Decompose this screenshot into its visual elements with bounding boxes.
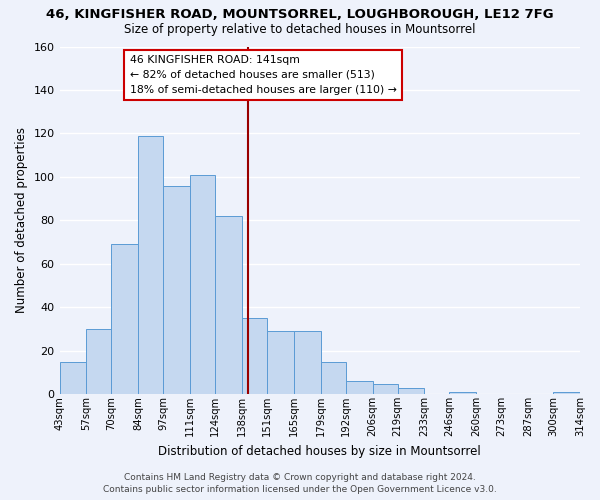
Bar — [215, 216, 242, 394]
Bar — [59, 362, 86, 394]
Bar — [373, 384, 398, 394]
Bar — [321, 362, 346, 394]
Bar — [267, 332, 294, 394]
Bar — [138, 136, 163, 394]
Text: 46, KINGFISHER ROAD, MOUNTSORREL, LOUGHBOROUGH, LE12 7FG: 46, KINGFISHER ROAD, MOUNTSORREL, LOUGHB… — [46, 8, 554, 20]
Bar — [190, 175, 215, 394]
Bar — [163, 186, 190, 394]
Text: 46 KINGFISHER ROAD: 141sqm
← 82% of detached houses are smaller (513)
18% of sem: 46 KINGFISHER ROAD: 141sqm ← 82% of deta… — [130, 55, 397, 95]
Text: Contains HM Land Registry data © Crown copyright and database right 2024.
Contai: Contains HM Land Registry data © Crown c… — [103, 472, 497, 494]
Bar — [242, 318, 267, 394]
Text: Size of property relative to detached houses in Mountsorrel: Size of property relative to detached ho… — [124, 22, 476, 36]
Bar — [346, 382, 373, 394]
Bar — [398, 388, 424, 394]
Y-axis label: Number of detached properties: Number of detached properties — [15, 128, 28, 314]
Bar — [86, 329, 112, 394]
X-axis label: Distribution of detached houses by size in Mountsorrel: Distribution of detached houses by size … — [158, 444, 481, 458]
Bar — [112, 244, 138, 394]
Bar — [294, 332, 321, 394]
Bar — [553, 392, 580, 394]
Bar — [449, 392, 476, 394]
